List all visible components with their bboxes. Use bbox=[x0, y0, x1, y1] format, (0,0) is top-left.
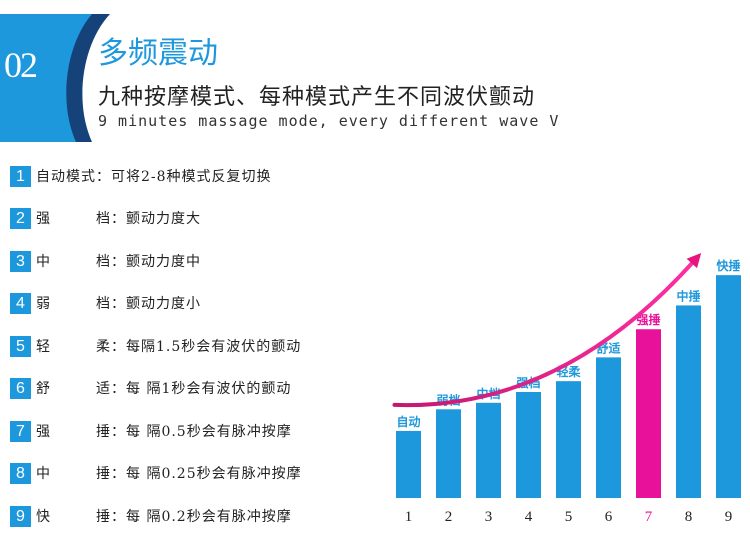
badge-blue-swoosh bbox=[0, 14, 92, 142]
bar-5 bbox=[556, 381, 581, 498]
english-subtitle: 9 minutes massage mode, every different … bbox=[98, 112, 560, 130]
mode-number-badge: 4 bbox=[10, 293, 31, 314]
bar-1 bbox=[396, 430, 421, 498]
mode-description: 自动模式：可将2-8种模式反复切换 bbox=[36, 169, 272, 185]
mode-description: 弱 档：颤动力度小 bbox=[36, 296, 201, 312]
mode-number-badge: 1 bbox=[10, 166, 31, 187]
mode-description: 中 档：颤动力度中 bbox=[36, 254, 201, 270]
mode-number-badge: 5 bbox=[10, 336, 31, 357]
mode-description: 中 捶：每 隔0.25秒会有脉冲按摩 bbox=[36, 466, 302, 482]
mode-number-badge: 8 bbox=[10, 463, 31, 484]
x-tick-label: 5 bbox=[565, 509, 573, 525]
bar-label: 快捶 bbox=[716, 258, 740, 273]
mode-number-badge: 2 bbox=[10, 208, 31, 229]
x-tick-label: 9 bbox=[725, 509, 733, 525]
page-subtitle: 九种按摩模式、每种模式产生不同波伏颤动 bbox=[98, 85, 536, 110]
mode-description: 强 档：颤动力度大 bbox=[36, 211, 201, 227]
bar-label: 强捶 bbox=[636, 312, 660, 327]
bar-3 bbox=[476, 402, 501, 498]
section-badge bbox=[0, 14, 110, 142]
bar-7 bbox=[636, 329, 661, 498]
mode-number-badge: 6 bbox=[10, 378, 31, 399]
mode-number-badge: 7 bbox=[10, 421, 31, 442]
bar-8 bbox=[676, 305, 701, 498]
bar-9 bbox=[716, 275, 741, 498]
mode-description: 强 捶：每 隔0.5秒会有脉冲按摩 bbox=[36, 424, 292, 440]
x-tick-label: 6 bbox=[605, 509, 613, 525]
mode-description: 轻 柔：每隔1.5秒会有波伏的颤动 bbox=[36, 339, 302, 355]
x-tick-label: 8 bbox=[685, 509, 693, 525]
x-tick-label: 4 bbox=[525, 509, 533, 525]
mode-number-badge: 9 bbox=[10, 506, 31, 527]
x-tick-label: 1 bbox=[405, 509, 413, 525]
bar-2 bbox=[436, 409, 461, 498]
x-tick-label: 2 bbox=[445, 509, 453, 525]
bar-4 bbox=[516, 391, 541, 498]
mode-number-badge: 3 bbox=[10, 251, 31, 272]
bar-label: 中捶 bbox=[676, 288, 700, 303]
x-tick-label: 3 bbox=[485, 509, 493, 525]
trend-arrow-line bbox=[392, 258, 697, 408]
x-tick-label: 7 bbox=[645, 509, 653, 525]
mode-description: 舒 适：每 隔1秒会有波伏的颤动 bbox=[36, 381, 292, 397]
page-title: 多频震动 bbox=[98, 36, 218, 71]
bar-6 bbox=[596, 357, 621, 498]
bar-label: 自动 bbox=[396, 414, 420, 429]
trend-arrow-head bbox=[686, 252, 702, 269]
mode-description: 快 捶：每 隔0.2秒会有脉冲按摩 bbox=[36, 509, 292, 525]
section-number: 02 bbox=[4, 45, 38, 85]
